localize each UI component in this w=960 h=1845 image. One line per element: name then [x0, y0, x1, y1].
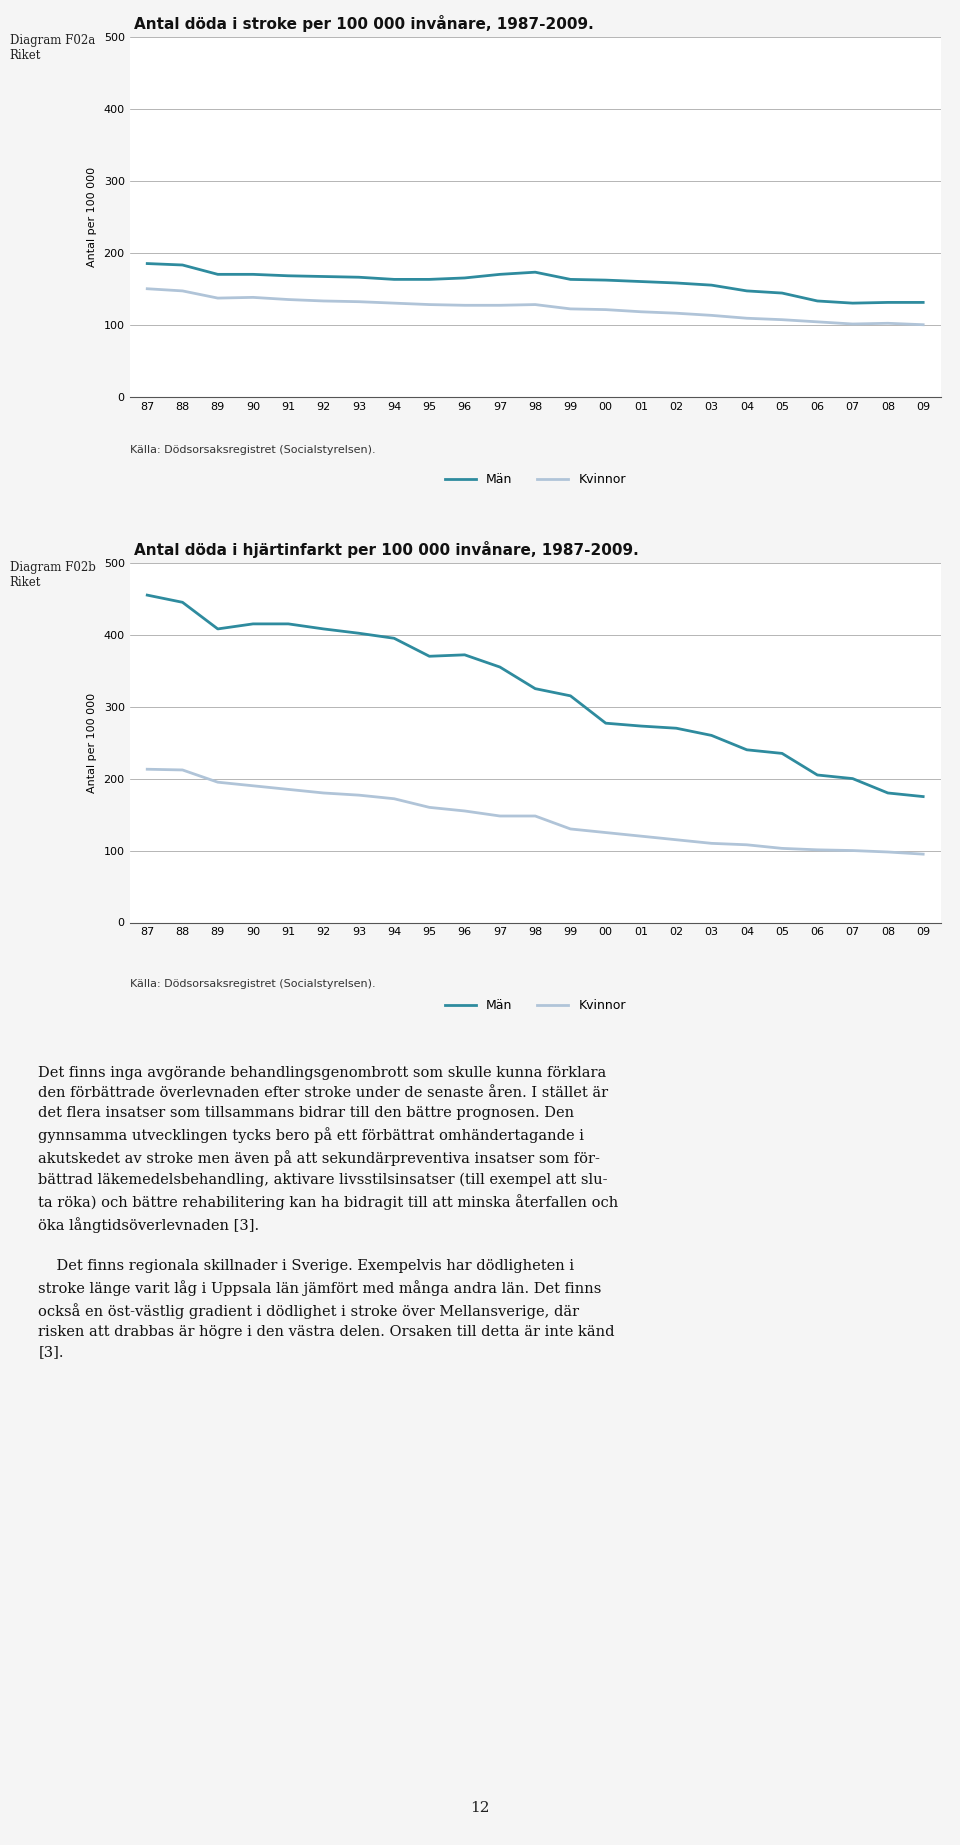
Text: Källa: Dödsorsaksregistret (Socialstyrelsen).: Källa: Dödsorsaksregistret (Socialstyrel…	[130, 980, 375, 989]
Text: Åldersstandardiserade värden: Åldersstandardiserade värden	[134, 605, 395, 620]
Y-axis label: Antal per 100 000: Antal per 100 000	[86, 166, 97, 268]
Text: Det finns inga avgörande behandlingsgenombrott som skulle kunna förklara
den för: Det finns inga avgörande behandlingsgeno…	[38, 1066, 618, 1358]
Text: 12: 12	[470, 1801, 490, 1815]
Text: Diagram F02b
Riket: Diagram F02b Riket	[10, 561, 95, 589]
Legend: Män, Kvinnor: Män, Kvinnor	[440, 469, 631, 491]
Text: Källa: Dödsorsaksregistret (Socialstyrelsen).: Källa: Dödsorsaksregistret (Socialstyrel…	[130, 445, 375, 454]
Text: Antal döda i hjärtinfarkt per 100 000 invånare, 1987-2009.: Antal döda i hjärtinfarkt per 100 000 in…	[134, 541, 639, 557]
Text: Antal döda i stroke per 100 000 invånare, 1987-2009.: Antal döda i stroke per 100 000 invånare…	[134, 15, 594, 31]
Text: Åldersstandardiserade värden: Åldersstandardiserade värden	[134, 77, 395, 94]
Legend: Män, Kvinnor: Män, Kvinnor	[440, 994, 631, 1017]
Text: Diagram F02a
Riket: Diagram F02a Riket	[10, 35, 95, 63]
Y-axis label: Antal per 100 000: Antal per 100 000	[86, 692, 97, 793]
